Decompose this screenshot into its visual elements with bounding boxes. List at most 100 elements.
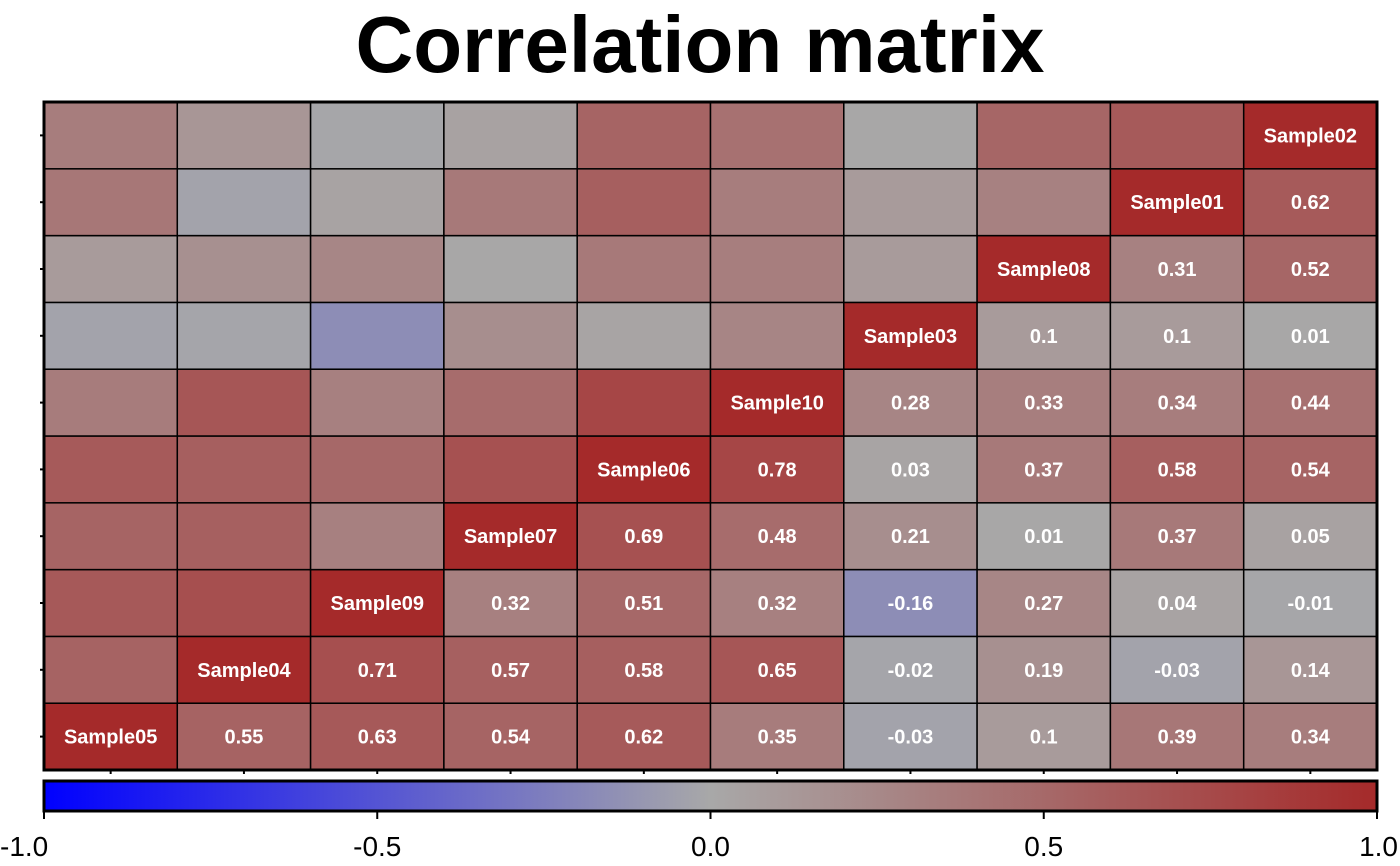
heatmap-cell-Sample04-Sample08: [976, 635, 1112, 704]
diagonal-sample-label: Sample07: [464, 526, 557, 548]
heatmap-cell-Sample03-Sample07: [443, 301, 578, 370]
heatmap-cell-Sample04-Sample02: [1242, 635, 1378, 704]
correlation-value-label: 0.27: [1024, 593, 1063, 615]
correlation-value-label: 0.32: [491, 593, 530, 615]
correlation-value-label: 0.78: [758, 459, 797, 481]
heatmap-cell-Sample05-Sample05: [43, 702, 179, 771]
correlation-value-label: 0.65: [758, 660, 797, 682]
correlation-value-label: 0.35: [758, 727, 797, 749]
diagonal-sample-label: Sample10: [730, 393, 823, 415]
diagonal-sample-label: Sample05: [64, 727, 157, 749]
heatmap-cell-Sample03-Sample08: [976, 301, 1112, 370]
correlation-value-label: -0.16: [888, 593, 934, 615]
diagonal-sample-label: Sample03: [864, 326, 957, 348]
heatmap-cell-Sample10-Sample05: [43, 368, 179, 437]
heatmap-cell-Sample01-Sample06: [576, 168, 712, 237]
correlation-value-label: 0.57: [491, 660, 530, 682]
heatmap-cell-Sample03-Sample04: [176, 301, 312, 370]
correlation-value-label: 0.31: [1158, 259, 1197, 281]
colorbar-tick-label: -0.5: [353, 831, 401, 862]
heatmap-cell-Sample07-Sample09: [309, 502, 445, 571]
heatmap-cell-Sample04-Sample01: [1109, 635, 1245, 704]
heatmap-cell-Sample09-Sample08: [976, 568, 1112, 638]
heatmap-cell-Sample07-Sample06: [576, 502, 712, 571]
heatmap-cell-Sample02-Sample08: [976, 101, 1112, 170]
correlation-value-label: 0.62: [624, 727, 663, 749]
correlation-value-label: 0.58: [1158, 459, 1197, 481]
diagonal-sample-label: Sample04: [197, 660, 291, 682]
correlation-value-label: 0.51: [624, 593, 663, 615]
correlation-value-label: -0.03: [1154, 660, 1200, 682]
heatmap-cell-Sample08-Sample10: [709, 234, 845, 304]
heatmap-cell-Sample10-Sample10: [709, 368, 845, 437]
correlation-value-label: 0.62: [1291, 192, 1330, 214]
heatmap-cell-Sample05-Sample02: [1242, 702, 1378, 771]
heatmap-cell-Sample09-Sample09: [309, 568, 445, 638]
correlation-value-label: 0.14: [1291, 660, 1331, 682]
heatmap-cell-Sample02-Sample10: [709, 101, 845, 170]
correlation-value-label: 0.1: [1030, 326, 1058, 348]
heatmap-cell-Sample01-Sample10: [709, 168, 845, 237]
heatmap-cell-Sample06-Sample06: [576, 435, 712, 504]
heatmap-cell-Sample05-Sample08: [976, 702, 1112, 771]
heatmap-cell-Sample08-Sample03: [843, 234, 978, 304]
colorbar-tick-label: 1.0: [1359, 831, 1398, 862]
heatmap-cell-Sample02-Sample01: [1109, 101, 1245, 170]
heatmap-cell-Sample01-Sample02: [1242, 168, 1378, 237]
correlation-value-label: 0.54: [491, 727, 531, 749]
heatmap-cell-Sample07-Sample04: [176, 502, 312, 571]
correlation-value-label: 0.34: [1158, 393, 1198, 415]
heatmap-cell-Sample07-Sample05: [43, 502, 179, 571]
heatmap-cell-Sample03-Sample05: [43, 301, 179, 370]
correlation-value-label: 0.58: [624, 660, 663, 682]
diagonal-sample-label: Sample06: [597, 459, 690, 481]
correlation-value-label: 0.63: [358, 727, 397, 749]
correlation-value-label: 0.37: [1158, 526, 1197, 548]
heatmap-cells: Sample05 0.55 0.63 0.54 0.62 0.35 -0.03 0.1 0.39…: [43, 101, 1378, 771]
correlation-value-label: 0.01: [1291, 326, 1330, 348]
heatmap-cell-Sample04-Sample07: [443, 635, 578, 704]
heatmap-cell-Sample03-Sample10: [709, 301, 845, 370]
heatmap-cell-Sample01-Sample07: [443, 168, 578, 237]
heatmap-cell-Sample08-Sample08: [976, 234, 1112, 304]
correlation-value-label: 0.1: [1030, 727, 1058, 749]
correlation-value-label: -0.02: [888, 660, 934, 682]
heatmap-cell-Sample09-Sample10: [709, 568, 845, 638]
diagonal-sample-label: Sample09: [331, 593, 424, 615]
colorbar-tick-label: -1.0: [0, 831, 48, 862]
heatmap-cell-Sample10-Sample06: [576, 368, 712, 437]
heatmap-cell-Sample02-Sample03: [843, 101, 978, 170]
heatmap-cell-Sample09-Sample05: [43, 568, 179, 638]
heatmap-cell-Sample08-Sample05: [43, 234, 179, 304]
colorbar: [42, 779, 1379, 813]
correlation-value-label: 0.34: [1291, 727, 1331, 749]
heatmap-cell-Sample03-Sample09: [309, 301, 445, 370]
correlation-value-label: 0.19: [1024, 660, 1063, 682]
correlation-value-label: 0.71: [358, 660, 397, 682]
heatmap-cell-Sample03-Sample01: [1109, 301, 1245, 370]
heatmap-cell-Sample02-Sample04: [176, 101, 312, 170]
correlation-value-label: 0.52: [1291, 259, 1330, 281]
heatmap-cell-Sample01-Sample08: [976, 168, 1112, 237]
correlation-value-label: 0.69: [624, 526, 663, 548]
heatmap-cell-Sample10-Sample07: [443, 368, 578, 437]
correlation-value-label: 0.21: [891, 526, 930, 548]
heatmap-cell-Sample08-Sample06: [576, 234, 712, 304]
heatmap-cell-Sample10-Sample03: [843, 368, 978, 437]
heatmap-cell-Sample06-Sample10: [709, 435, 845, 504]
heatmap-cell-Sample02-Sample06: [576, 101, 712, 170]
heatmap-cell-Sample08-Sample04: [176, 234, 312, 304]
correlation-value-label: 0.44: [1291, 393, 1331, 415]
correlation-value-label: 0.03: [891, 459, 930, 481]
heatmap-cell-Sample02-Sample09: [309, 101, 445, 170]
heatmap-cell-Sample01-Sample01: [1109, 168, 1245, 237]
correlation-value-label: 0.48: [758, 526, 797, 548]
correlation-value-label: -0.03: [888, 727, 934, 749]
heatmap-cell-Sample07-Sample07: [443, 502, 578, 571]
heatmap-cell-Sample03-Sample02: [1242, 301, 1378, 370]
correlation-value-label: 0.1: [1163, 326, 1191, 348]
heatmap-cell-Sample07-Sample02: [1242, 502, 1378, 571]
heatmap-cell-Sample10-Sample09: [309, 368, 445, 437]
heatmap-cell-Sample08-Sample07: [443, 234, 578, 304]
